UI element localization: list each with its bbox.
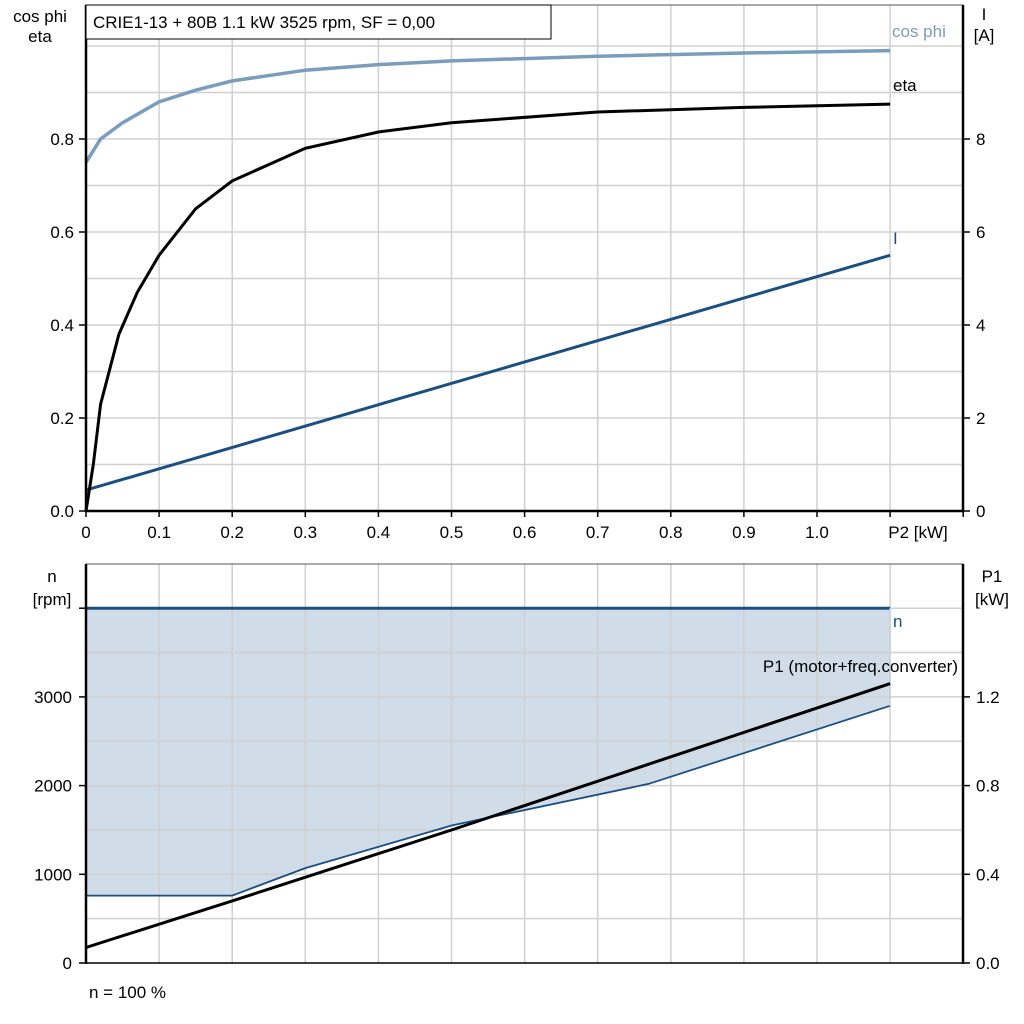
chart-title: CRIE1-13 + 80B 1.1 kW 3525 rpm, SF = 0,0… (93, 13, 435, 32)
x-tick-label: 0.6 (513, 523, 537, 542)
x-tick-label: 0.8 (659, 523, 683, 542)
p1-tick-label: 0.0 (976, 954, 1000, 973)
left-axis-label-cos-phi: cos phi (13, 7, 67, 26)
left-axis-label-eta: eta (28, 27, 52, 46)
curve-label-p1: P1 (motor+freq.converter) (763, 657, 958, 676)
min-speed-curve (86, 704, 891, 897)
x-tick-label: 0.3 (293, 523, 317, 542)
left-tick-label: 0.0 (50, 502, 74, 521)
bottom-chart-curves (85, 606, 891, 949)
p1-curve (85, 682, 891, 949)
right-tick-label: 2 (976, 409, 985, 428)
curve-label-current: I (893, 229, 898, 248)
cos-phi-curve (84, 48, 891, 164)
p1-tick-label: 1.2 (976, 688, 1000, 707)
speed-percentage-note: n = 100 % (89, 983, 166, 1002)
left-axis-label-n: n (47, 567, 56, 586)
left-tick-label: 0.6 (50, 223, 74, 242)
x-tick-label: 0.2 (220, 523, 244, 542)
top-chart-grid (86, 5, 963, 511)
x-tick-label: 0.5 (440, 523, 464, 542)
x-tick-label: 0.9 (732, 523, 756, 542)
bottom-chart-ticks: 0 1000 2000 3000 0.0 0.4 0.8 1.2 (34, 607, 1000, 973)
n-tick-label: 0 (63, 954, 72, 973)
right-tick-label: 4 (976, 316, 985, 335)
x-axis-label-p2: P2 [kW] (888, 523, 948, 542)
right-axis-label-i: I (982, 5, 987, 24)
right-tick-label: 6 (976, 223, 985, 242)
right-axis-label-kw: [kW] (975, 590, 1009, 609)
right-tick-label: 8 (976, 130, 985, 149)
right-tick-label: 0 (976, 502, 985, 521)
operating-range-fill (86, 608, 891, 896)
x-tick-label: 0.4 (367, 523, 391, 542)
p1-tick-label: 0.8 (976, 777, 1000, 796)
x-tick-label: 0 (81, 523, 90, 542)
x-tick-label: 1.0 (805, 523, 829, 542)
n-tick-label: 2000 (34, 777, 72, 796)
left-tick-label: 0.8 (50, 130, 74, 149)
current-curve (85, 253, 891, 492)
curve-label-eta: eta (893, 76, 917, 95)
x-tick-label: 0.7 (586, 523, 610, 542)
top-chart-ticks: 0 0.1 0.2 0.3 0.4 0.5 0.6 0.7 0.8 0.9 1.0 0.0 0.2 0.4… (50, 130, 985, 542)
curve-label-speed: n (893, 612, 902, 631)
right-axis-label-p1: P1 (982, 567, 1003, 586)
left-tick-label: 0.2 (50, 409, 74, 428)
n-tick-label: 3000 (34, 688, 72, 707)
title-box (85, 4, 552, 40)
n-tick-label: 1000 (34, 865, 72, 884)
eta-curve (84, 102, 891, 512)
x-tick-label: 0.1 (147, 523, 171, 542)
p1-tick-label: 0.4 (976, 865, 1000, 884)
curve-label-cos-phi: cos phi (892, 22, 946, 41)
left-axis-label-rpm: [rpm] (33, 590, 72, 609)
left-tick-label: 0.4 (50, 316, 74, 335)
top-chart-curves (84, 48, 891, 512)
right-axis-label-unit-a: [A] (974, 26, 995, 45)
